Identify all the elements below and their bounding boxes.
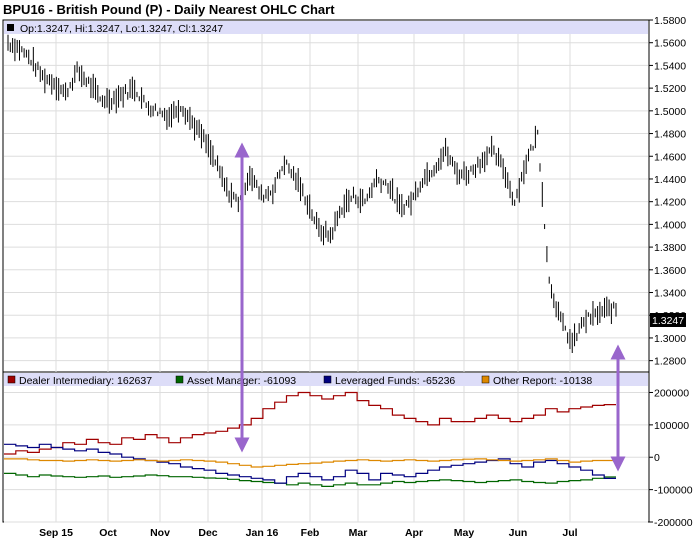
x-tick-label: Jul bbox=[562, 527, 577, 539]
legend-swatch bbox=[175, 375, 184, 384]
price-tick-label: 1.2800 bbox=[654, 356, 686, 368]
price-tick-label: 1.5800 bbox=[654, 15, 686, 27]
x-tick-label: Apr bbox=[405, 527, 423, 539]
price-tick-label: 1.3600 bbox=[654, 265, 686, 277]
x-tick-label: Dec bbox=[198, 527, 217, 539]
cot-tick-label: 200000 bbox=[654, 387, 689, 399]
cot-tick-label: 0 bbox=[654, 452, 660, 464]
last-price-box bbox=[650, 313, 686, 327]
info-band bbox=[4, 21, 648, 34]
info-line: Op:1.3247, Hi:1.3247, Lo:1.3247, Cl:1.32… bbox=[20, 23, 223, 35]
x-tick-label: Mar bbox=[349, 527, 368, 539]
price-tick-label: 1.4800 bbox=[654, 129, 686, 141]
legend-entry: Dealer Intermediary: 162637 bbox=[19, 375, 152, 387]
cot-tick-label: 100000 bbox=[654, 420, 689, 432]
x-tick-label: Oct bbox=[99, 527, 117, 539]
chart-title: BPU16 - British Pound (P) - Daily Neares… bbox=[3, 2, 335, 17]
x-tick-label: Feb bbox=[301, 527, 320, 539]
x-tick-label: Nov bbox=[150, 527, 170, 539]
cot-line-dealer-intermediary bbox=[4, 391, 616, 455]
x-tick-label: Sep 15 bbox=[39, 527, 73, 539]
legend-swatch bbox=[7, 375, 16, 384]
cot-line-other-report bbox=[4, 458, 616, 468]
price-tick-label: 1.5400 bbox=[654, 60, 686, 72]
legend-swatch bbox=[481, 375, 490, 384]
x-tick-label: Jan 16 bbox=[246, 527, 279, 539]
price-tick-label: 1.5000 bbox=[654, 106, 686, 118]
cot-tick-label: -200000 bbox=[654, 517, 693, 529]
price-panel bbox=[2, 19, 650, 373]
price-tick-label: 1.5200 bbox=[654, 83, 686, 95]
price-tick-label: 1.3000 bbox=[654, 333, 686, 345]
price-tick-label: 1.4000 bbox=[654, 219, 686, 231]
price-tick-label: 1.3400 bbox=[654, 288, 686, 300]
x-tick-label: May bbox=[454, 527, 475, 539]
price-tick-label: 1.5600 bbox=[654, 38, 686, 50]
cot-line-asset-manager bbox=[4, 472, 616, 487]
price-tick-label: 1.3800 bbox=[654, 242, 686, 254]
legend-entry: Leveraged Funds: -65236 bbox=[335, 375, 455, 387]
cot-panel bbox=[2, 371, 650, 523]
x-tick-label: Jun bbox=[509, 527, 528, 539]
last-price-label: 1.3247 bbox=[652, 315, 684, 327]
cot-line-leveraged-funds bbox=[4, 443, 616, 484]
legend-entry: Other Report: -10138 bbox=[493, 375, 592, 387]
cot-tick-label: -100000 bbox=[654, 485, 693, 497]
price-tick-label: 1.4600 bbox=[654, 151, 686, 163]
price-tick-label: 1.4400 bbox=[654, 174, 686, 186]
price-tick-label: 1.4200 bbox=[654, 197, 686, 209]
legend: Dealer Intermediary: 162637 Asset Manager… bbox=[7, 375, 592, 387]
info-swatch bbox=[7, 24, 14, 31]
legend-swatch bbox=[323, 375, 332, 384]
cot-lines bbox=[4, 391, 616, 487]
